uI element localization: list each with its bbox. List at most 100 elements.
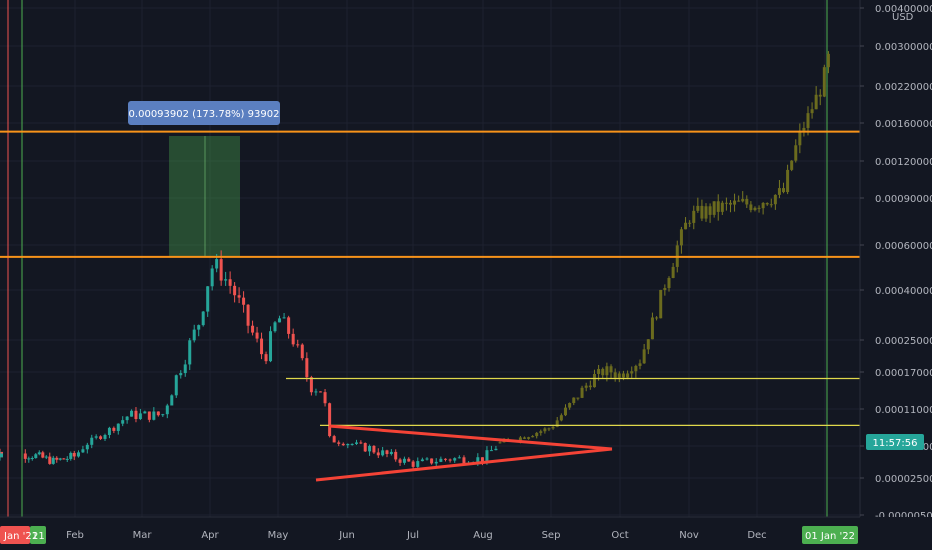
projection-body	[646, 339, 650, 350]
candle-body	[147, 411, 151, 420]
projection-body	[531, 436, 535, 438]
candle-body	[350, 443, 354, 445]
candle-body	[282, 317, 286, 319]
price-tick-label: 0.00300000	[875, 42, 932, 53]
candle-body	[197, 325, 201, 330]
candle-body	[462, 457, 466, 464]
projection-body	[688, 222, 692, 224]
candle-body	[430, 458, 434, 464]
candle-body	[134, 410, 138, 420]
time-tick-label: Dec	[747, 530, 766, 541]
candle-body	[269, 331, 273, 362]
projection-body	[773, 194, 777, 205]
time-tick-label: Aug	[473, 530, 493, 541]
price-tick-label: 0.00090000	[875, 194, 932, 205]
candle-body	[341, 443, 345, 446]
price-tick-label: 0.00160000	[875, 119, 932, 130]
candle-body	[385, 450, 389, 454]
price-axis[interactable]: 0.00400000 0.00300000 0.00220000 0.00160000…	[859, 0, 932, 550]
projection-body	[790, 160, 794, 170]
candle-body	[112, 427, 116, 431]
projection-body	[814, 94, 818, 110]
projection-body	[539, 431, 543, 433]
candle-body	[376, 452, 380, 456]
candle-body	[314, 391, 318, 393]
start-date-tag-red	[0, 526, 30, 544]
projection-body	[621, 373, 625, 378]
time-tick-label: Mar	[133, 530, 153, 541]
start-date-label: Jan '21	[3, 531, 38, 542]
candle-body	[480, 457, 484, 462]
projection-body	[527, 437, 531, 439]
candle-body	[99, 436, 103, 439]
candle-body	[143, 411, 147, 414]
candle-body	[224, 279, 228, 281]
projection-body	[700, 205, 704, 219]
start-date-tag-green	[30, 526, 46, 544]
projection-body	[806, 113, 810, 128]
candle-body	[34, 454, 38, 459]
measure-label-bg	[128, 101, 280, 125]
currency-label: USD	[892, 12, 914, 23]
candle-body	[300, 344, 304, 359]
candle-body	[174, 375, 178, 396]
candle-body	[389, 451, 393, 454]
candle-body	[125, 416, 129, 421]
candle-body	[201, 311, 205, 326]
projection-body	[650, 317, 654, 340]
projection-body	[584, 385, 588, 388]
candle-body	[337, 442, 341, 444]
time-tick-label: Apr	[201, 530, 219, 541]
time-tick-label: Oct	[611, 530, 628, 541]
time-axis-bg	[0, 517, 932, 550]
projection-body	[613, 372, 617, 378]
triangle-pattern[interactable]	[315, 424, 613, 482]
candle-body	[372, 445, 376, 453]
price-tick-label: -0.00000500	[875, 511, 932, 522]
projection-body	[728, 202, 732, 205]
candle-body	[323, 392, 327, 404]
candle-body	[242, 297, 246, 305]
candle-body	[179, 373, 183, 376]
price-axis-bg	[860, 0, 932, 550]
candle-body	[296, 344, 300, 346]
candle-body	[215, 259, 219, 269]
candle-body	[416, 461, 420, 467]
candle-body	[394, 451, 398, 460]
price-tick-label: 0.00011000	[875, 405, 932, 416]
candle-body	[291, 333, 295, 345]
candle-body	[448, 459, 452, 461]
candle-body	[44, 456, 48, 458]
projection-body	[498, 442, 502, 444]
projection-body	[802, 127, 806, 131]
projection-body	[761, 202, 765, 209]
candle-body	[81, 449, 85, 453]
candle-body	[161, 414, 165, 416]
price-tick-label: 0.00017000	[875, 368, 932, 379]
projection-body	[588, 385, 592, 388]
candle-body	[273, 322, 277, 332]
candle-body	[439, 458, 443, 462]
candle-body	[305, 358, 309, 378]
projection-body	[617, 373, 621, 378]
projection-body	[757, 207, 761, 209]
candle-body	[485, 450, 489, 462]
candle-body	[255, 332, 259, 339]
projection-body	[741, 198, 745, 202]
time-tick-label: Jun	[338, 530, 355, 541]
time-tick-label: May	[268, 530, 289, 541]
projection-body	[580, 387, 584, 398]
candle-body	[62, 458, 66, 460]
projection-body	[634, 365, 638, 372]
candle-body	[411, 461, 415, 467]
time-axis[interactable]: Feb Mar Apr May Jun Jul Aug Sep Oct Nov Dec Jan '21…	[0, 516, 932, 550]
candle-body	[278, 318, 282, 323]
price-tick-label: 0.00120000	[875, 157, 932, 168]
projection-body	[684, 222, 688, 230]
projection-body	[708, 206, 712, 215]
price-tick-label: 0.00025000	[875, 336, 932, 347]
start-date-label-2: 21	[32, 531, 45, 542]
candle-body	[170, 395, 174, 406]
